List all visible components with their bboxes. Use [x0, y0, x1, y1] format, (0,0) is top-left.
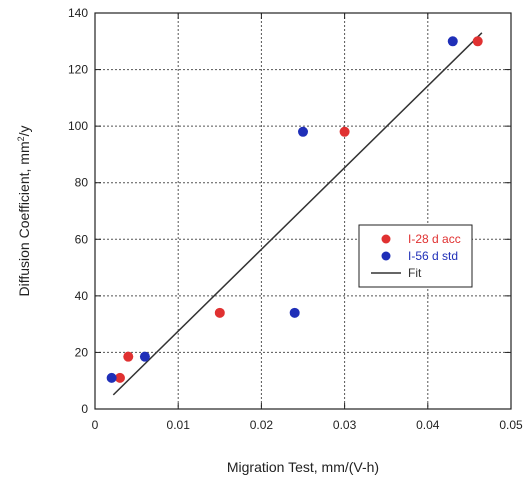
point-i-28-d-acc [472, 36, 483, 47]
x-tick-label: 0.04 [416, 418, 440, 432]
x-tick-label: 0.05 [499, 418, 523, 432]
point-i-56-d-std [139, 351, 150, 362]
y-tick-label: 140 [68, 6, 88, 20]
point-i-56-d-std [106, 372, 117, 383]
y-axis-label-superscript: 2 [16, 136, 26, 141]
point-i-28-d-acc [339, 126, 350, 137]
legend-label-i-28-d-acc: I-28 d acc [408, 232, 461, 246]
plot-area-frame [94, 12, 512, 410]
y-axis-label-tail: /y [16, 125, 32, 136]
y-axis-label-main: Diffusion Coefficient, mm [16, 141, 32, 296]
legend-label-i-56-d-std: I-56 d std [408, 249, 458, 263]
x-tick-label: 0.02 [250, 418, 274, 432]
legend-box [358, 224, 473, 288]
y-tick-label: 20 [75, 345, 89, 359]
point-i-28-d-acc [123, 351, 134, 362]
y-axis-label: Diffusion Coefficient, mm2/y [16, 125, 32, 296]
point-i-28-d-acc [214, 307, 225, 318]
x-axis-label: Migration Test, mm/(V-h) [227, 459, 379, 475]
x-tick-label: 0 [92, 418, 99, 432]
x-tick-label: 0.03 [333, 418, 357, 432]
fit-line [112, 32, 483, 396]
x-tick-label: 0.01 [167, 418, 191, 432]
y-tick-label: 60 [75, 232, 89, 246]
y-tick-label: 100 [68, 119, 88, 133]
point-i-56-d-std [289, 307, 300, 318]
point-i-28-d-acc [114, 372, 125, 383]
point-i-56-d-std [447, 36, 458, 47]
legend: I-28 d acc I-56 d std Fit [358, 224, 473, 288]
y-tick-label: 120 [68, 63, 88, 77]
axis-ticks: 0 0.01 0.02 0.03 0.04 0.05 0 20 40 60 80 100 120 140 [68, 6, 523, 432]
y-tick-label: 40 [75, 289, 89, 303]
legend-marker-i-28-d-acc [381, 234, 391, 244]
grid-lines [95, 13, 511, 409]
legend-label-fit: Fit [408, 266, 422, 280]
fit-line-layer [112, 32, 483, 396]
y-tick-label: 80 [75, 176, 89, 190]
legend-marker-i-56-d-std [381, 251, 391, 261]
data-points [106, 36, 483, 383]
point-i-56-d-std [298, 126, 308, 137]
y-tick-label: 0 [81, 402, 88, 416]
